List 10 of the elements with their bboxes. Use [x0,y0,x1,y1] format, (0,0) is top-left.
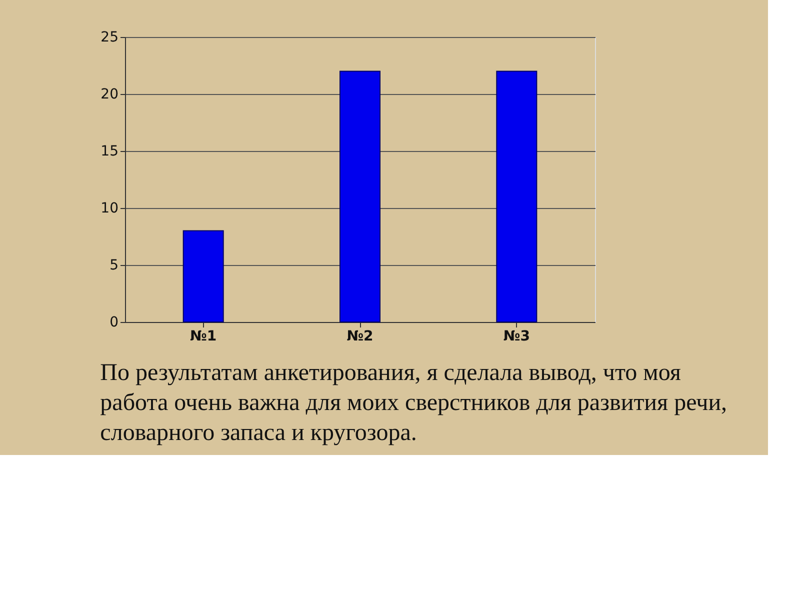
y-tick-label: 10 [100,200,118,216]
text: По результатам анкетирования, я сделала вывод, что моя работа очень важна для моих сверстников для развития речи, словарного запаса и кругозора. [100,360,728,446]
x-tick-label: №1 [190,328,217,344]
y-tick-label: 0 [110,314,118,330]
y-tick-label: 5 [110,258,118,274]
x-tick-label: №3 [503,328,530,344]
y-tick-label: 25 [100,30,118,46]
x-tick-label: №2 [346,328,374,344]
y-tick-label: 15 [100,144,118,160]
y-tick-label: 20 [100,86,118,102]
